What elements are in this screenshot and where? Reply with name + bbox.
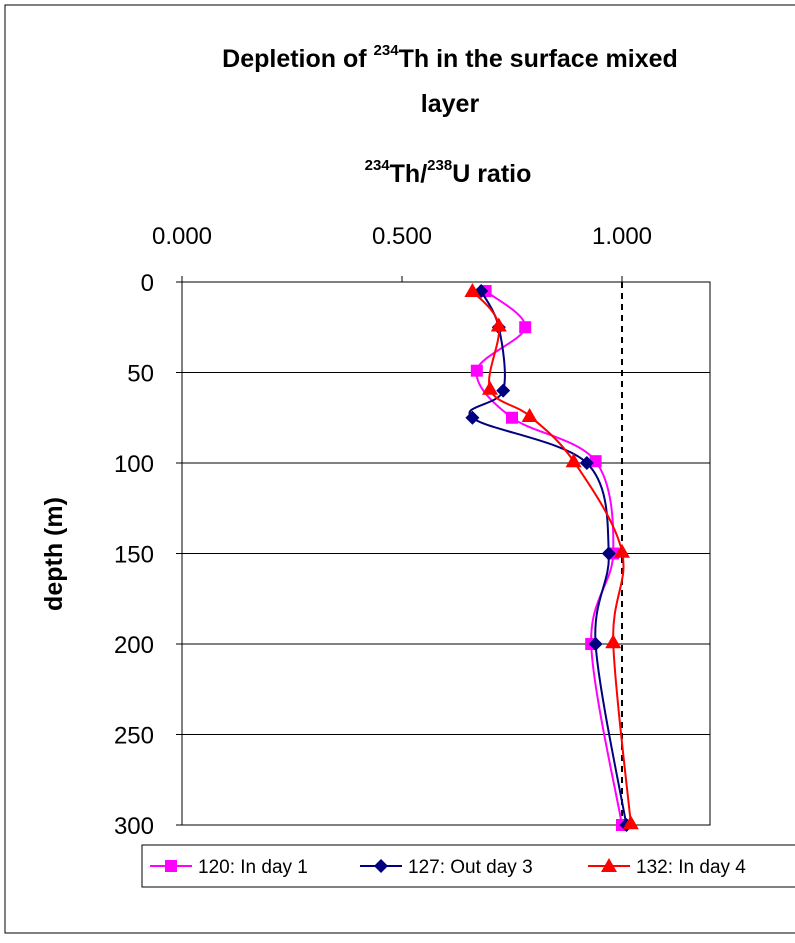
y-tick-label: 50 — [127, 361, 154, 388]
data-point — [506, 411, 518, 424]
legend-label: 132: In day 4 — [636, 857, 746, 878]
data-point — [519, 321, 532, 334]
data-point — [622, 815, 639, 830]
data-point — [565, 453, 582, 468]
data-point — [464, 283, 481, 298]
x-tick-label: 0.500 — [372, 223, 432, 250]
y-tick-label: 0 — [141, 270, 154, 297]
y-tick-label: 250 — [114, 723, 154, 750]
data-point — [588, 637, 603, 651]
y-axis-label: depth (m) — [40, 497, 68, 611]
legend-label: 120: In day 1 — [198, 857, 308, 878]
data-point — [496, 383, 511, 398]
legend-swatch-marker — [374, 859, 388, 873]
legend-swatch-marker — [165, 860, 177, 872]
legend-swatch-marker — [601, 858, 617, 872]
y-tick-label: 300 — [114, 813, 154, 840]
legend-item-3: 132: In day 4 — [588, 857, 746, 878]
data-point — [521, 407, 538, 422]
x-tick-label: 0.000 — [152, 223, 212, 250]
data-point — [490, 317, 507, 332]
chart-title-line2: layer — [421, 90, 480, 118]
chart-border — [4, 4, 795, 934]
legend: 120: In day 1 127: Out day 3 132: In day 4 — [150, 857, 746, 878]
data-point — [470, 364, 483, 377]
legend-box — [141, 844, 795, 888]
x-axis-label: 234Th/238U ratio — [365, 157, 532, 188]
x-tick-label: 1.000 — [592, 223, 652, 250]
series-group — [464, 283, 639, 832]
data-point — [465, 410, 480, 425]
data-point — [482, 380, 498, 395]
legend-item-1: 120: In day 1 — [150, 857, 308, 878]
data-point — [614, 543, 630, 558]
data-point — [605, 634, 622, 649]
series-3 — [464, 283, 639, 830]
x-axis-ticks: 0.000 0.500 1.000 — [152, 223, 652, 282]
legend-item-2: 127: Out day 3 — [360, 857, 533, 878]
legend-label: 127: Out day 3 — [408, 857, 533, 878]
y-tick-label: 200 — [114, 632, 154, 659]
y-axis-ticks: 0 50 100 150 200 250 300 — [114, 270, 182, 840]
data-point — [579, 456, 594, 470]
y-tick-label: 100 — [114, 451, 154, 478]
data-point — [601, 546, 616, 561]
y-tick-label: 150 — [114, 542, 154, 569]
chart-title: Depletion of 234Th in the surface mixed — [222, 42, 678, 73]
